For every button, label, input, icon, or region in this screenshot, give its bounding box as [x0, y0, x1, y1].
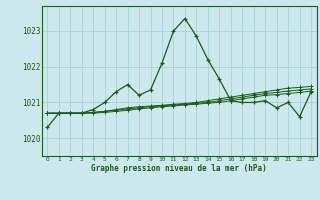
X-axis label: Graphe pression niveau de la mer (hPa): Graphe pression niveau de la mer (hPa) — [91, 164, 267, 173]
